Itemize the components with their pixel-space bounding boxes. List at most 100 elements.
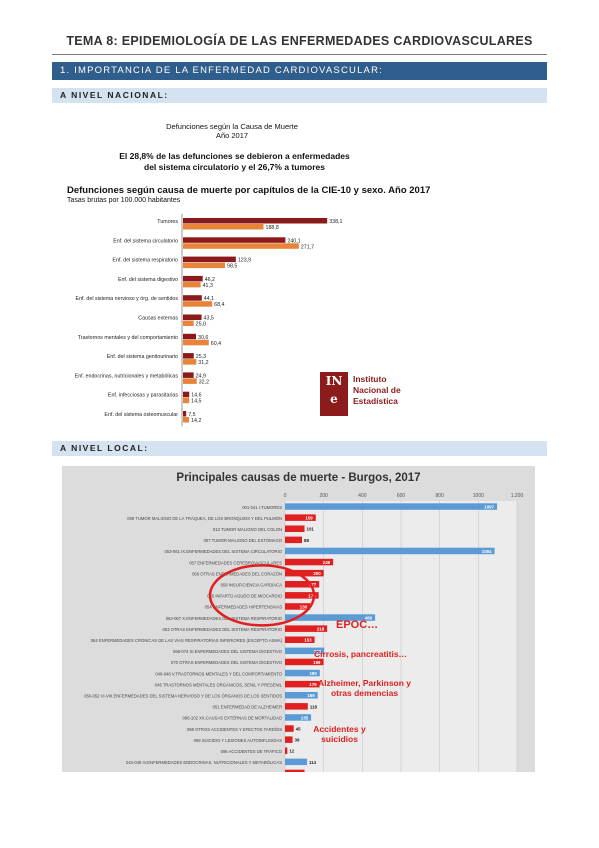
category-label: 099 SUICIDIO Y LESIONES AUTOINFLIGIDAS bbox=[194, 738, 283, 743]
document-title: TEMA 8: EPIDEMIOLOGÍA DE LAS ENFERMEDADE… bbox=[66, 34, 533, 48]
category-label: 098 OTROS ACCIDENTES Y EFECTOS TARDÍOS bbox=[187, 727, 282, 732]
data-label: 39 bbox=[295, 738, 300, 743]
category-label: Tumores bbox=[157, 219, 178, 225]
category-label: 001-041 I.TUMORES bbox=[242, 505, 282, 510]
data-label: 43,5 bbox=[204, 316, 214, 322]
bar bbox=[183, 397, 190, 404]
data-label: 12 bbox=[289, 749, 294, 754]
data-label: 1097 bbox=[484, 505, 494, 510]
category-label: Causas externas bbox=[138, 316, 178, 322]
bar bbox=[183, 275, 203, 282]
category-label: 050-052 VI-VIII.ENFERMEDADES DEL SISTEMA… bbox=[84, 694, 282, 699]
data-label: 179 bbox=[309, 682, 317, 687]
data-label: 24,9 bbox=[196, 373, 206, 379]
category-label: 046 TRASTORNOS MENTALES ORGÁNICOS, SENIL… bbox=[155, 682, 283, 687]
national-bar-chart: Tumores 338,1 188,8 Enf. del sistema circul… bbox=[75, 214, 342, 427]
bar bbox=[285, 636, 315, 643]
data-label: 180 bbox=[309, 671, 317, 676]
category-label: 056 OTRAS ENFERMEDADES DEL CORAZÓN bbox=[192, 571, 282, 576]
data-label: 14,2 bbox=[191, 418, 201, 424]
data-label: 25,0 bbox=[196, 322, 206, 328]
category-label: Enf. infecciosas y parasitarias bbox=[108, 393, 178, 399]
data-label: 31,2 bbox=[198, 360, 208, 366]
category-label: 053-061 IX.ENFERMEDADES DEL SISTEMA CIRC… bbox=[165, 549, 283, 554]
data-label: 188,8 bbox=[266, 225, 279, 231]
category-label: 054 ENFERMEDADES HIPERTENSIVAS bbox=[205, 605, 283, 610]
data-label: 1084 bbox=[482, 549, 492, 554]
category-label: 046-048 V.TRASTORNOS MENTALES Y DEL COMP… bbox=[155, 671, 282, 676]
category-label: 064 ENFERMEDADES CRÓNICAS DE LAS VÍAS RE… bbox=[91, 638, 283, 643]
data-label: 118 bbox=[310, 704, 318, 709]
data-label: 177 bbox=[309, 582, 317, 587]
chart-caption-line2: Año 2017 bbox=[215, 131, 249, 140]
bar bbox=[285, 514, 316, 521]
data-label: 466 bbox=[365, 616, 373, 621]
category-label: 007 TUMOR MALIGNO DEL ESTÓMAGO bbox=[204, 538, 283, 543]
chart-title: Principales causas de muerte - Burgos, 2… bbox=[176, 472, 421, 484]
category-label: Enf. del sistema respiratorio bbox=[112, 258, 178, 264]
data-label: 101 bbox=[307, 771, 315, 772]
x-tick-label: 1000 bbox=[473, 493, 484, 499]
bar bbox=[183, 262, 226, 269]
bar bbox=[285, 680, 320, 688]
data-label: 200 bbox=[313, 571, 321, 576]
bar bbox=[285, 758, 308, 766]
category-label: 044-045 IV.ENFERMEDADES ENDOCRINAS, NUTR… bbox=[126, 760, 282, 765]
data-label: 88 bbox=[304, 538, 309, 543]
bar bbox=[285, 625, 328, 632]
burgos-chart: Principales causas de muerte - Burgos, 2… bbox=[62, 466, 535, 772]
bar bbox=[183, 256, 236, 263]
category-label: 055 INFARTO AGUDO DE MIOCARDIO bbox=[207, 594, 283, 599]
bar bbox=[285, 558, 334, 566]
data-label: 174 bbox=[308, 593, 316, 598]
data-label: 45 bbox=[296, 727, 301, 732]
category-label: Enf. del sistema nervioso y órg. de sent… bbox=[76, 296, 179, 302]
bar bbox=[285, 703, 308, 710]
bar bbox=[285, 592, 319, 599]
title-rule bbox=[52, 54, 547, 55]
category-label: 009 TUMOR MALIGNO DE LA TRÁQUEA, DE LOS … bbox=[127, 516, 282, 521]
bar bbox=[183, 372, 194, 378]
bar bbox=[285, 581, 320, 588]
category-label: Enf. del sistema circulatorio bbox=[113, 238, 178, 244]
data-label: 7,5 bbox=[188, 412, 195, 418]
bar bbox=[183, 378, 197, 384]
x-tick-label: 0 bbox=[284, 493, 287, 499]
data-label: 32,2 bbox=[199, 379, 209, 385]
burgos-bar-chart: 0 200 400 600 800 1000 1.200 001-041 I.TUMORES 1… bbox=[84, 493, 524, 772]
data-label: 271,7 bbox=[301, 244, 314, 250]
category-label: 062-067 X.ENFERMEDADES DEL SISTEMA RESPI… bbox=[166, 616, 283, 621]
section-heading: 1. IMPORTANCIA DE LA ENFERMEDAD CARDIOVA… bbox=[52, 62, 547, 80]
x-tick-label: 200 bbox=[319, 493, 328, 499]
bar bbox=[285, 769, 305, 772]
bar bbox=[285, 692, 318, 699]
data-label: 60,4 bbox=[211, 341, 221, 347]
bar bbox=[285, 647, 325, 655]
subheading-national: A NIVEL NACIONAL: bbox=[52, 88, 547, 103]
data-label: 114 bbox=[309, 760, 317, 765]
data-label: 14,6 bbox=[191, 393, 201, 399]
category-label: 096-102 XX.CAUSAS EXTERNAS DE MORTALIDAD bbox=[183, 716, 282, 721]
data-label: 153 bbox=[304, 638, 312, 643]
category-label: 043 DIABETES MELLITUS bbox=[231, 771, 282, 772]
category-label: 070 OTRAS ENFERMEDADES DEL SISTEMA DIGES… bbox=[171, 660, 283, 665]
bar bbox=[285, 547, 495, 555]
chart-title: Defunciones según causa de muerte por ca… bbox=[67, 185, 431, 196]
bar bbox=[285, 614, 376, 621]
data-label: 46,2 bbox=[205, 277, 215, 283]
category-label: 068-074 XI.ENFERMEDADES DEL SISTEMA DIGE… bbox=[173, 649, 283, 654]
category-label: Enf. del sistema digestivo bbox=[118, 277, 178, 283]
bar bbox=[183, 391, 190, 398]
bar bbox=[183, 314, 202, 320]
x-tick-label: 1.200 bbox=[511, 493, 524, 499]
data-label: 249 bbox=[323, 560, 331, 565]
data-label: 240,1 bbox=[287, 238, 300, 244]
bar bbox=[285, 603, 311, 610]
data-label: 101 bbox=[307, 527, 315, 532]
bar bbox=[183, 333, 197, 340]
bar bbox=[183, 295, 202, 301]
bar bbox=[183, 301, 213, 307]
category-label: 058 INSUFICIENCIA CARDÍACA bbox=[221, 583, 283, 588]
category-label: 063 OTRAS ENFERMEDADES DEL SISTEMA RESPI… bbox=[162, 627, 282, 632]
data-label: 30,6 bbox=[198, 335, 208, 341]
